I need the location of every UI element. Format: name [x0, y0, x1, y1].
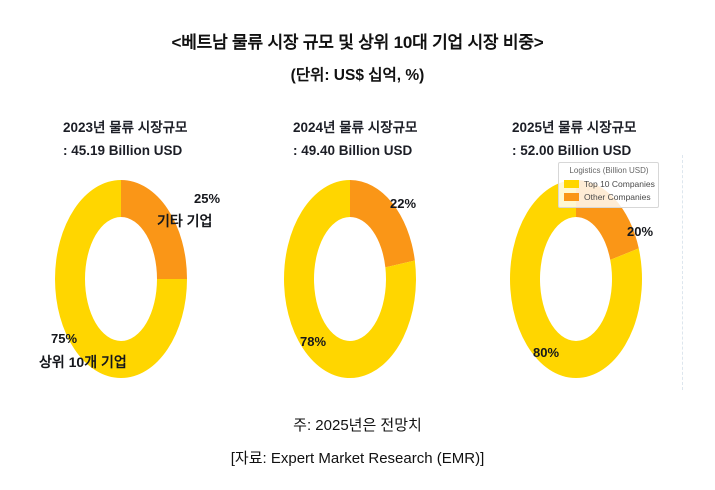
unit-subtitle: (단위: US$ 십억, %) [290, 67, 425, 84]
chart-title-2024-value: : 49.40 Billion USD [293, 142, 413, 158]
chart-title-2025-line1: 2025년 물류 시장규모 [512, 120, 637, 135]
top10-companies-slice [509, 180, 642, 378]
chart-title-2023-line1: 2023년 물류 시장규모 [63, 120, 188, 135]
chart-title-2024: 2024년 물류 시장규모 : 49.40 Billion USD [293, 121, 417, 157]
top10-companies-slice [283, 180, 416, 378]
chart-title-2025: 2025년 물류 시장규모 : 52.00 Billion USD [512, 121, 636, 157]
footnote: 주: 2025년은 전망치 [293, 417, 422, 434]
top10-companies-swatch-icon [564, 180, 579, 188]
donut-chart-2024 [283, 180, 416, 378]
label-2025-top10-pct: 80% [533, 345, 560, 360]
chart-title-2023: 2023년 물류 시장규모 : 45.19 Billion USD [63, 121, 187, 157]
label-2023-top10-pct: 75% [51, 331, 78, 346]
page-title: <베트남 물류 시장 규모 및 상위 10대 기업 시장 비중> [171, 33, 544, 52]
legend-item-other: Other Companies [564, 192, 654, 202]
chart-legend: Logistics (Billion USD) Top 10 Companies… [558, 162, 659, 208]
label-2024-other-pct: 22% [390, 196, 417, 211]
dashed-divider [682, 155, 683, 390]
label-other-companies: 기타 기업 [157, 213, 213, 229]
other-companies-slice [121, 180, 187, 279]
source-citation: [자료: Expert Market Research (EMR)] [230, 450, 485, 467]
legend-label-other: Other Companies [584, 192, 651, 202]
chart-title-2025-value: : 52.00 Billion USD [512, 142, 632, 158]
other-companies-slice [350, 180, 415, 268]
label-2024-top10-pct: 78% [300, 334, 327, 349]
label-top10-companies: 상위 10개 기업 [39, 354, 127, 370]
chart-title-2023-value: : 45.19 Billion USD [63, 142, 183, 158]
top10-companies-slice [55, 180, 187, 378]
label-2025-other-pct: 20% [627, 224, 654, 239]
other-companies-swatch-icon [564, 193, 579, 201]
label-2023-other-pct: 25% [194, 191, 221, 206]
legend-title: Logistics (Billion USD) [569, 166, 649, 175]
chart-title-2024-line1: 2024년 물류 시장규모 [293, 120, 418, 135]
legend-label-top10: Top 10 Companies [584, 179, 655, 189]
donut-chart-2023 [55, 180, 187, 378]
legend-item-top10: Top 10 Companies [564, 179, 655, 189]
